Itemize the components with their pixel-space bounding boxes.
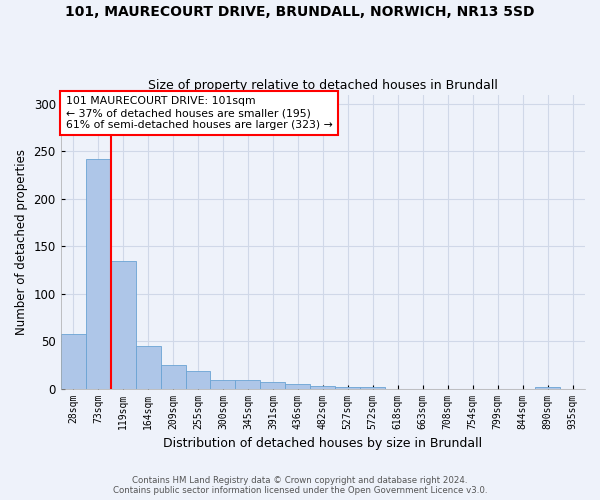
Bar [110,260,136,388]
Text: 101 MAURECOURT DRIVE: 101sqm
← 37% of detached houses are smaller (195)
61% of s: 101 MAURECOURT DRIVE: 101sqm ← 37% of de… [65,96,332,130]
Y-axis label: Number of detached properties: Number of detached properties [15,148,28,334]
Bar [86,159,110,388]
Text: Contains HM Land Registry data © Crown copyright and database right 2024.
Contai: Contains HM Land Registry data © Crown c… [113,476,487,495]
Bar [61,334,86,388]
Bar [360,386,385,388]
Bar [235,380,260,388]
Bar [136,346,161,389]
Bar [185,372,211,388]
Bar [335,386,360,388]
Bar [161,365,185,388]
Bar [211,380,235,388]
Text: 101, MAURECOURT DRIVE, BRUNDALL, NORWICH, NR13 5SD: 101, MAURECOURT DRIVE, BRUNDALL, NORWICH… [65,5,535,19]
Bar [260,382,286,388]
Bar [535,386,560,388]
X-axis label: Distribution of detached houses by size in Brundall: Distribution of detached houses by size … [163,437,482,450]
Bar [286,384,310,388]
Bar [310,386,335,388]
Title: Size of property relative to detached houses in Brundall: Size of property relative to detached ho… [148,79,498,92]
